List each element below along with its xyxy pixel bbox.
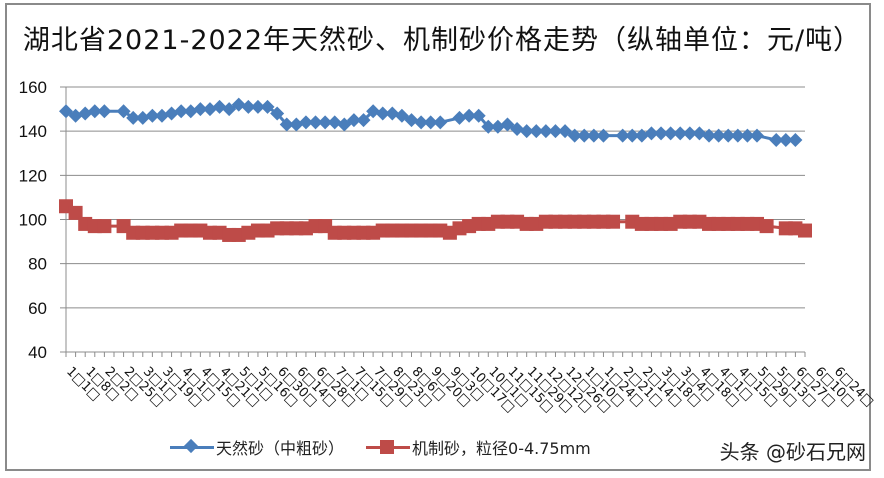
square-marker	[606, 214, 621, 229]
diamond-marker	[241, 99, 256, 114]
diamond-marker	[135, 110, 150, 125]
square-marker	[798, 223, 812, 238]
diamond-marker	[462, 108, 477, 123]
square-marker-icon	[366, 440, 411, 454]
diamond-marker	[538, 124, 553, 139]
diamond-marker	[250, 99, 265, 114]
diamond-marker	[663, 126, 678, 141]
diamond-marker	[59, 104, 73, 119]
y-tick-label: 140	[19, 122, 47, 141]
square-marker	[68, 205, 83, 220]
diamond-marker	[510, 121, 525, 136]
y-tick-label: 40	[28, 343, 47, 362]
diamond-marker	[394, 108, 409, 123]
diamond-marker	[346, 113, 361, 128]
diamond-marker	[375, 106, 390, 121]
diamond-marker	[433, 115, 448, 130]
diamond-marker	[337, 117, 352, 132]
y-tick-label: 80	[28, 255, 47, 274]
chart-title: 湖北省2021-2022年天然砂、机制砂价格走势（纵轴单位：元/吨）	[22, 25, 862, 56]
diamond-marker	[673, 126, 688, 141]
diamond-marker	[404, 113, 419, 128]
diamond-marker	[164, 106, 179, 121]
diamond-marker	[327, 115, 342, 130]
chart-legend: 天然砂（中粗砂） 机制砂，粒径0-4.75mm	[170, 435, 613, 459]
diamond-marker	[558, 124, 573, 139]
diamond-marker	[183, 104, 198, 119]
diamond-marker	[289, 117, 304, 132]
diamond-marker	[231, 97, 246, 112]
diamond-marker	[279, 117, 294, 132]
diamond-marker	[721, 128, 736, 143]
legend-item-manufactured-sand: 机制砂，粒径0-4.75mm	[366, 435, 591, 459]
diamond-marker	[519, 124, 534, 139]
y-tick-label: 100	[19, 211, 47, 230]
diamond-marker	[490, 119, 505, 134]
diamond-marker	[366, 104, 381, 119]
diamond-marker	[778, 133, 793, 147]
series-natural-sand	[59, 97, 803, 147]
diamond-marker	[548, 124, 563, 139]
y-tick-label: 60	[28, 299, 47, 318]
diamond-marker	[202, 102, 217, 117]
diamond-marker	[654, 126, 669, 141]
diamond-marker	[586, 128, 601, 143]
diamond-marker	[529, 124, 544, 139]
diamond-marker	[692, 126, 707, 141]
y-tick-label: 120	[19, 166, 47, 185]
diamond-marker	[615, 128, 630, 143]
diamond-marker	[740, 128, 755, 143]
diamond-marker	[567, 128, 582, 143]
diamond-marker	[702, 128, 717, 143]
diamond-marker	[126, 110, 141, 125]
diamond-marker	[78, 106, 93, 121]
legend-label: 天然砂（中粗砂）	[216, 439, 345, 458]
diamond-marker	[308, 115, 323, 130]
square-marker	[759, 219, 774, 234]
diamond-marker	[711, 128, 726, 143]
diamond-marker	[298, 115, 313, 130]
diamond-marker	[414, 115, 429, 130]
y-tick-label: 160	[19, 78, 47, 97]
diamond-marker	[270, 106, 285, 121]
diamond-marker	[500, 117, 515, 132]
diamond-marker	[222, 102, 237, 117]
diamond-marker-icon	[170, 438, 214, 454]
diamond-marker	[577, 128, 592, 143]
square-marker	[97, 219, 112, 234]
diamond-marker	[116, 104, 131, 119]
diamond-marker	[644, 126, 659, 141]
diamond-marker	[174, 104, 189, 119]
diamond-marker	[481, 119, 496, 134]
series-manufactured-sand	[59, 199, 812, 242]
diamond-marker	[596, 128, 611, 143]
diamond-marker	[730, 128, 745, 143]
diamond-marker	[423, 115, 438, 130]
diamond-marker	[356, 113, 371, 128]
watermark: 头条 @砂石兄网	[719, 440, 866, 464]
diamond-marker	[452, 110, 467, 125]
diamond-marker	[97, 104, 112, 119]
diamond-marker	[750, 128, 765, 143]
diamond-marker	[769, 133, 784, 147]
diamond-marker	[625, 128, 640, 143]
diamond-marker	[68, 108, 83, 123]
diamond-marker	[634, 128, 649, 143]
diamond-marker	[471, 108, 486, 123]
diamond-marker	[87, 104, 102, 119]
diamond-marker	[193, 102, 208, 117]
diamond-marker	[154, 108, 169, 123]
diamond-marker	[385, 106, 400, 121]
diamond-marker	[260, 99, 275, 114]
diamond-marker	[145, 108, 160, 123]
diamond-marker	[682, 126, 697, 141]
diamond-marker	[212, 99, 227, 114]
legend-item-natural-sand: 天然砂（中粗砂）	[170, 435, 344, 459]
legend-label: 机制砂，粒径0-4.75mm	[412, 439, 591, 458]
diamond-marker	[788, 133, 803, 147]
diamond-marker	[318, 115, 333, 130]
